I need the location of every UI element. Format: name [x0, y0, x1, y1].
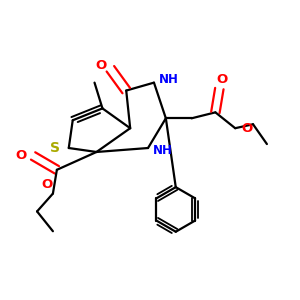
Text: NH: NH — [153, 145, 173, 158]
Text: O: O — [217, 73, 228, 86]
Text: NH: NH — [159, 73, 179, 86]
Text: O: O — [242, 122, 253, 135]
Text: O: O — [16, 149, 27, 162]
Text: O: O — [41, 178, 52, 191]
Text: S: S — [50, 141, 60, 155]
Text: O: O — [96, 59, 107, 72]
